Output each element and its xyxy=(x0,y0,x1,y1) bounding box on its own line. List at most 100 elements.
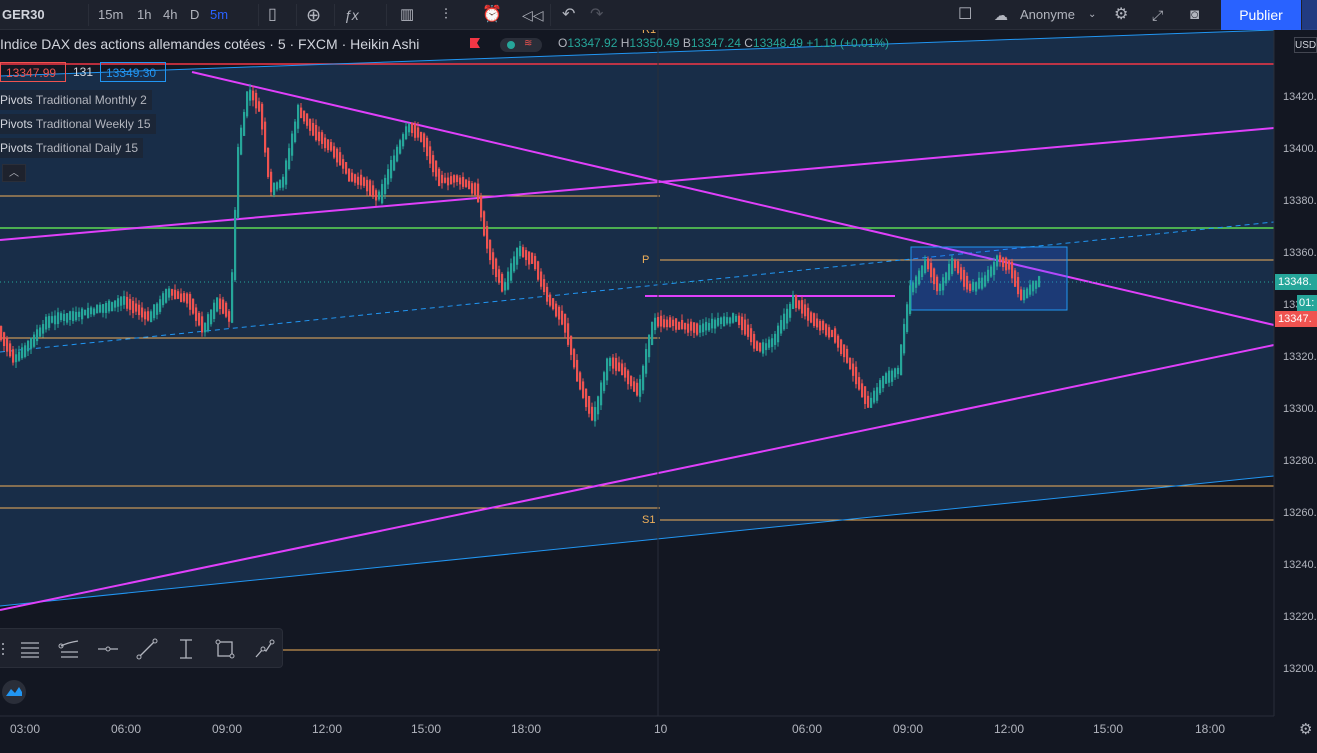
drag-handle-icon[interactable] xyxy=(2,643,4,655)
candle-body xyxy=(423,133,426,148)
trend-line-icon[interactable] xyxy=(136,638,158,660)
candle-body xyxy=(87,307,90,318)
currency-label[interactable]: USD xyxy=(1294,37,1317,53)
candle-body xyxy=(258,101,261,112)
candle-body xyxy=(60,313,63,321)
horizontal-lines-icon[interactable] xyxy=(21,642,39,658)
candle-body xyxy=(174,289,177,300)
candle-body xyxy=(57,312,60,325)
candle-body xyxy=(81,308,84,320)
candle-body xyxy=(555,303,558,317)
candle-body xyxy=(450,176,453,185)
candle-body xyxy=(636,382,639,396)
candle-body xyxy=(231,272,234,323)
candle-body xyxy=(1014,270,1017,287)
chevron-down-icon[interactable]: ⌄ xyxy=(1088,9,1097,20)
time-tick-label: 12:00 xyxy=(312,722,343,736)
undo-icon[interactable]: ↶ xyxy=(562,6,576,23)
camera-icon[interactable]: ◙ xyxy=(1190,6,1200,23)
interval-4h[interactable]: 4h xyxy=(163,7,178,22)
interval-1h[interactable]: 1h xyxy=(137,7,152,22)
compare-add-icon[interactable]: ⊕ xyxy=(306,5,322,25)
candle-body xyxy=(228,311,231,322)
candle-body xyxy=(1020,289,1023,300)
account-name[interactable]: Anonyme xyxy=(1020,7,1075,22)
candle-body xyxy=(189,294,192,310)
path-icon[interactable] xyxy=(255,639,275,658)
candle-body xyxy=(954,260,957,268)
candle-body xyxy=(99,304,102,313)
indicator-pivots-daily[interactable]: Pivots Traditional Daily 15 xyxy=(0,138,144,158)
candle-body xyxy=(855,366,858,385)
time-tick-label: 15:00 xyxy=(1093,722,1124,736)
candle-body xyxy=(15,354,18,363)
collapse-legend-chevron-up-icon[interactable]: ︿ xyxy=(2,164,26,182)
alert-icon[interactable]: ⏰ xyxy=(482,6,502,23)
candle-body xyxy=(627,370,630,385)
interval-15m[interactable]: 15m xyxy=(98,7,124,22)
indicators-icon[interactable]: ƒx xyxy=(344,7,359,23)
candle-body xyxy=(183,293,186,302)
candle-body xyxy=(186,293,189,304)
replay-icon[interactable]: ◁◁ xyxy=(522,7,544,23)
interval-5m[interactable]: 5m xyxy=(210,7,229,22)
cloud-icon: ☁ xyxy=(994,7,1008,23)
candle-body xyxy=(885,373,888,384)
indicator-pivots-weekly[interactable]: Pivots Traditional Weekly 15 xyxy=(0,114,156,134)
candle-body xyxy=(972,281,975,291)
flag-icon[interactable] xyxy=(470,38,480,48)
fib-channel-icon[interactable] xyxy=(58,640,79,658)
settings-icon[interactable]: ⚙ xyxy=(1114,6,1129,23)
fullscreen-box-icon[interactable]: ☐ xyxy=(958,6,973,23)
publish-button[interactable]: Publier xyxy=(1221,0,1301,30)
indicator-pivots-monthly[interactable]: Pivots Traditional Monthly 2 xyxy=(0,90,152,110)
time-tick-label: 18:00 xyxy=(511,722,542,736)
redo-icon[interactable]: ↷ xyxy=(590,6,604,23)
candle-body xyxy=(744,319,747,335)
candle-body xyxy=(156,303,159,315)
candle-body xyxy=(975,282,978,292)
rectangle-icon[interactable] xyxy=(215,639,235,659)
horizontal-ray-icon[interactable] xyxy=(98,646,118,652)
candle-body xyxy=(378,191,381,200)
candle-body xyxy=(867,395,870,408)
candle-body xyxy=(243,111,246,136)
candle-body xyxy=(408,123,411,133)
templates-icon[interactable]: ▥ xyxy=(400,6,415,23)
measure-icon[interactable] xyxy=(180,639,192,659)
expand-icon[interactable]: ⤢ xyxy=(1152,7,1164,23)
candle-body xyxy=(384,177,387,195)
candle-body xyxy=(828,327,831,338)
settings-gear-icon[interactable]: ⚙ xyxy=(1299,721,1313,738)
candle-body xyxy=(804,304,807,317)
candle-type-icon[interactable]: ▯ xyxy=(268,6,277,23)
candle-body xyxy=(492,252,495,270)
candle-body xyxy=(72,311,75,322)
layout-icon[interactable]: ⫶ xyxy=(444,6,448,23)
candle-body xyxy=(39,327,42,337)
candle-body xyxy=(771,338,774,347)
candle-body xyxy=(909,285,912,315)
time-axis[interactable] xyxy=(0,716,1317,753)
publish-dropdown[interactable] xyxy=(1302,0,1317,30)
sell-price-box[interactable]: 13347.99 xyxy=(0,62,66,82)
candle-body xyxy=(690,321,693,331)
ohlc-values: O13347.92 H13350.49 B13347.24 C13348.49 … xyxy=(558,36,890,50)
candle-body xyxy=(585,388,588,408)
tradingview-logo-icon[interactable] xyxy=(2,680,26,704)
interval-d[interactable]: D xyxy=(190,7,200,22)
chart-legend-title[interactable]: Indice DAX des actions allemandes cotées… xyxy=(0,36,420,52)
candle-body xyxy=(165,289,168,303)
symbol-search[interactable]: GER30 xyxy=(2,7,45,22)
price-axis[interactable] xyxy=(1274,30,1317,716)
candle-body xyxy=(834,328,837,343)
candle-body xyxy=(642,365,645,391)
candle-body xyxy=(33,334,36,347)
candle-body xyxy=(21,347,24,359)
candle-body xyxy=(948,263,951,280)
candle-body xyxy=(120,296,123,306)
buy-price-box[interactable]: 13349.30 xyxy=(100,62,166,82)
candle-body xyxy=(213,302,216,319)
spread-value: 131 xyxy=(73,65,94,79)
